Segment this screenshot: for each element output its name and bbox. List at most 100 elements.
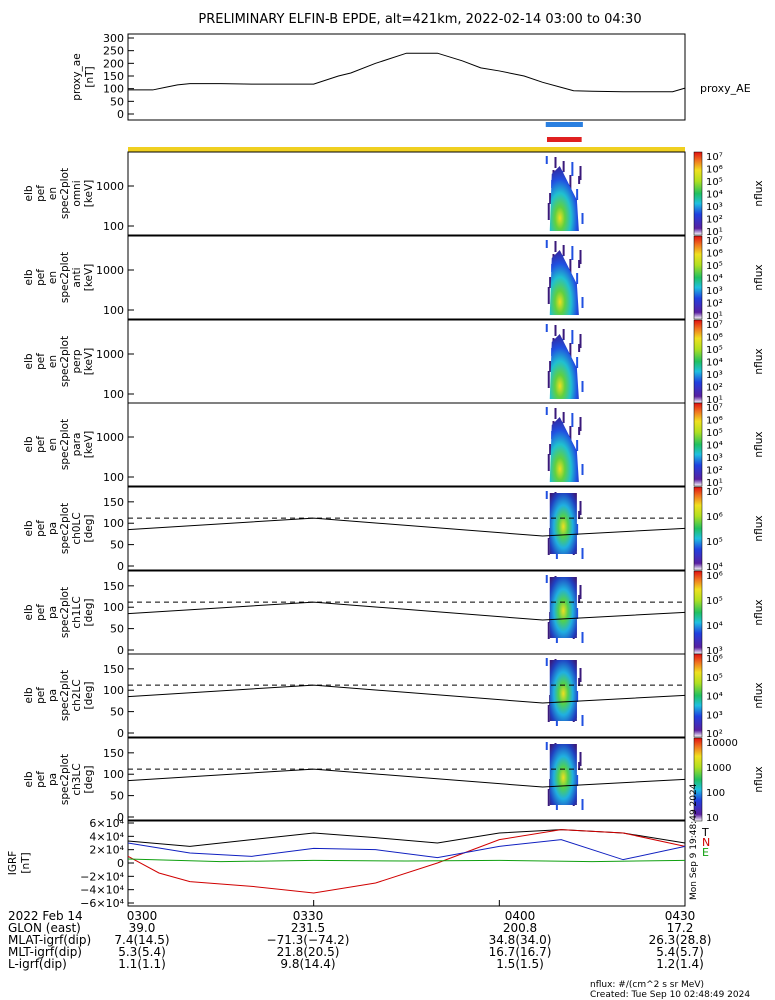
- energy-flux: [549, 334, 579, 399]
- colorbar-tick-label: 10⁴: [706, 274, 723, 285]
- colorbar-tick-label: 10³: [706, 646, 723, 657]
- spectrogram-speckle: [578, 511, 581, 519]
- spectrogram-speckle: [581, 548, 584, 559]
- colorbar-label: nflux: [753, 180, 765, 206]
- pitch-angle-flux: [549, 660, 577, 721]
- colorbar-tick-label: 10¹: [706, 227, 723, 238]
- created-stamp: Created: Tue Sep 10 02:48:49 2024: [590, 990, 750, 1000]
- panel-ylabel: elb: [23, 269, 35, 285]
- loss-cone-line: [127, 517, 686, 537]
- panel-ytick-label: 50: [110, 539, 124, 552]
- colorbar-tick-label: 10¹: [706, 395, 723, 406]
- panel-ylabel: pef: [35, 353, 47, 370]
- colorbar: [693, 737, 703, 822]
- panel-ylabel: [keV]: [83, 431, 95, 459]
- coverage-bars: [128, 122, 685, 152]
- igrf-legend-t: T: [701, 826, 709, 839]
- footer-cell: 7.4(14.5): [114, 933, 169, 947]
- panel-ylabel: [deg]: [83, 682, 95, 710]
- panel-ylabel: omni: [71, 180, 83, 206]
- panel-frame: [127, 486, 686, 571]
- igrf-ytick-label: −4×10⁴: [80, 884, 124, 897]
- spectrogram-speckle: [549, 361, 552, 372]
- panel-ytick-label: 0: [117, 727, 124, 740]
- panel-ytick-label: 150: [103, 580, 124, 593]
- proxy-ae-ytick-label: 200: [103, 57, 124, 70]
- panel-ylabel: pef: [35, 269, 47, 286]
- colorbar-tick-label: 10⁵: [706, 537, 723, 548]
- colorbar-tick-label: 10²: [706, 729, 723, 740]
- spectrogram-speckle: [547, 454, 550, 471]
- spectrogram-speckle: [579, 752, 582, 766]
- proxy-ae-line: [128, 52, 686, 93]
- panel-ytick-label: 1000: [96, 264, 124, 277]
- igrf-series-line: [127, 829, 686, 894]
- colorbar: [693, 402, 703, 487]
- spectrogram-speckle: [545, 240, 548, 248]
- spectrogram-speckle: [545, 491, 548, 499]
- igrf-ylabel-2: [nT]: [20, 852, 32, 873]
- colorbar: [693, 653, 703, 738]
- footer-row-label: MLT-igrf(dip): [8, 945, 82, 959]
- spectrogram-speckle: [579, 668, 582, 682]
- panel-frame: [127, 402, 686, 487]
- spectrogram-speckle: [554, 325, 557, 336]
- panel-ylabel: pef: [35, 520, 47, 537]
- spectrogram-speckle: [562, 329, 565, 340]
- proxy-ae-ytick-label: 0: [117, 108, 124, 121]
- panel-ytick-label: 100: [103, 388, 124, 401]
- footer-cell: 0400: [505, 909, 536, 923]
- spectrogram-speckle: [569, 426, 572, 443]
- spectrogram-speckle: [554, 241, 557, 252]
- colorbar: [693, 151, 703, 236]
- proxy-ae-frame: [127, 33, 686, 121]
- spectrogram-speckle: [545, 658, 548, 666]
- panel-ylabel: pa: [47, 773, 59, 786]
- spectrogram-speckle: [569, 259, 572, 276]
- colorbar: [693, 486, 703, 571]
- spectrogram-speckle: [576, 273, 579, 284]
- loss-cone-line: [127, 684, 686, 704]
- coverage-bar: [546, 137, 582, 142]
- igrf-ytick-label: 4×10⁴: [89, 830, 124, 843]
- panel-ylabel: en: [47, 438, 59, 451]
- panel-ylabel: spec2plot: [59, 168, 71, 219]
- panel-ytick-label: 0: [117, 644, 124, 657]
- spectrogram-speckle: [562, 245, 565, 256]
- plot-title: PRELIMINARY ELFIN-B EPDE, alt=421km, 202…: [198, 12, 641, 27]
- spectrogram-speckle: [545, 324, 548, 332]
- coverage-bar: [128, 147, 685, 152]
- spectrogram-panel-ch1LC: 150 100 50 0 elb pef pa spec2plot ch1LC [deg] 10⁶ 1…: [23, 570, 765, 657]
- panel-ylabel: pef: [35, 436, 47, 453]
- panel-ytick-label: 50: [110, 706, 124, 719]
- colorbar-tick-label: 10⁴: [706, 621, 723, 632]
- panel-ytick-label: 100: [103, 220, 124, 233]
- footer-cell: 231.5: [291, 921, 325, 935]
- colorbar-tick-label: 10⁷: [706, 320, 723, 331]
- spectrogram-speckle: [576, 775, 579, 786]
- colorbar-label: nflux: [753, 682, 765, 708]
- panel-ylabel: anti: [71, 267, 83, 287]
- spectrogram-speckle: [581, 213, 584, 224]
- spectrogram-speckle: [547, 371, 550, 388]
- panel-frame: [127, 319, 686, 404]
- footer-cell: 5.4(5.7): [656, 945, 704, 959]
- spectrogram-speckle: [579, 334, 582, 348]
- spectrogram-speckle: [581, 715, 584, 726]
- coverage-bar: [545, 122, 583, 127]
- panel-ylabel: elb: [23, 436, 35, 452]
- proxy-ae-ytick-label: 50: [110, 95, 124, 108]
- colorbar-tick-label: 10¹: [706, 478, 723, 489]
- proxy-ae-ytick-label: 250: [103, 45, 124, 58]
- spectrogram-speckle: [547, 789, 550, 806]
- proxy-ae-ylabel-2: [nT]: [84, 66, 96, 87]
- panel-ylabel: elb: [23, 520, 35, 536]
- panel-ylabel: elb: [23, 185, 35, 201]
- spectrogram-speckle: [578, 678, 581, 686]
